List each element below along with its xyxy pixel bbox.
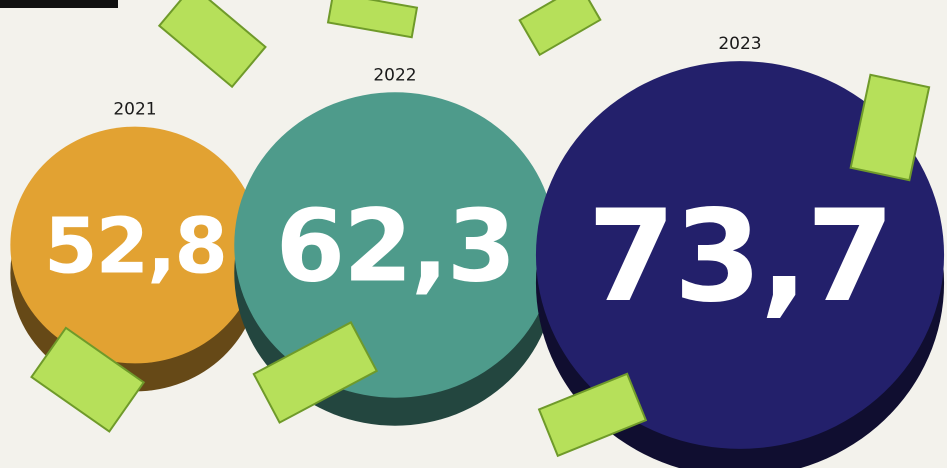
value-label: 62,3 <box>276 187 515 304</box>
value-label: 52,8 <box>44 202 226 291</box>
chart: 2021 52,8 2022 62,3 2023 73,7 <box>0 0 947 468</box>
category-label: 2021 <box>113 100 156 120</box>
category-label: 2023 <box>718 34 761 54</box>
value-label: 73,7 <box>587 182 892 330</box>
header-bar <box>0 0 118 8</box>
category-label: 2022 <box>373 65 416 85</box>
